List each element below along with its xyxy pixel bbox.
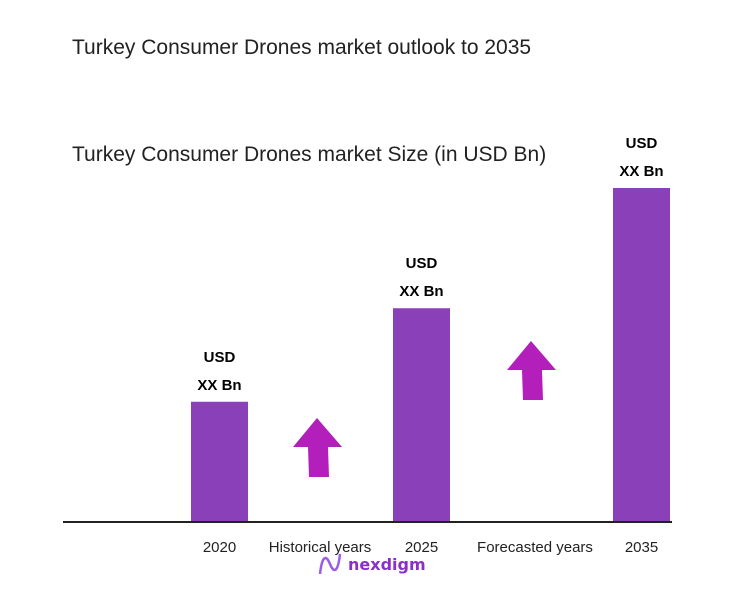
data-label: XX Bn — [619, 163, 663, 180]
up-arrow-icon — [507, 341, 556, 400]
x-tick-label: 2025 — [405, 539, 438, 556]
bar-2020 — [191, 401, 248, 522]
bar-2025 — [393, 308, 450, 522]
up-arrow-icon — [293, 418, 342, 477]
data-label: XX Bn — [197, 377, 241, 394]
period-label: Historical years — [269, 539, 372, 556]
data-label: USD — [626, 135, 658, 152]
data-label: USD — [204, 349, 236, 366]
data-label: XX Bn — [399, 283, 443, 300]
logo-text: nexdigm — [348, 554, 426, 574]
period-label: Forecasted years — [477, 539, 593, 556]
x-tick-label: 2035 — [625, 539, 658, 556]
bar-2035 — [613, 188, 670, 522]
data-label: USD — [406, 255, 438, 272]
logo-wave-icon — [318, 553, 342, 575]
chart-subtitle: Turkey Consumer Drones market Size (in U… — [72, 143, 547, 166]
chart-title: Turkey Consumer Drones market outlook to… — [72, 36, 532, 59]
nexdigm-logo: nexdigm — [318, 552, 426, 576]
x-tick-label: 2020 — [203, 539, 236, 556]
